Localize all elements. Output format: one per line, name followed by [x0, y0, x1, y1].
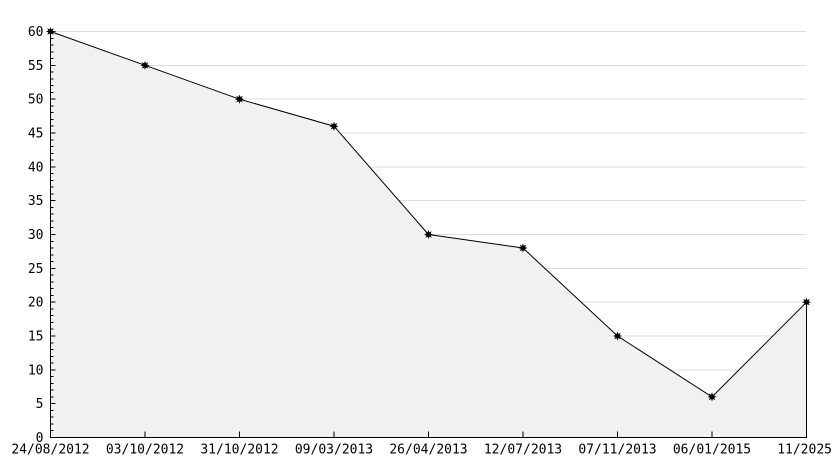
x-tick-label: 06/01/2015 — [673, 443, 751, 458]
y-tick-label: 55 — [28, 59, 44, 74]
x-tick-label: 31/10/2012 — [200, 443, 278, 458]
data-point-marker — [801, 297, 812, 307]
y-tick-label: 5 — [36, 397, 44, 412]
x-tick-label: 11/2025 — [777, 443, 832, 458]
y-tick-label: 0 — [36, 431, 44, 446]
x-tick-label: 07/11/2013 — [578, 443, 656, 458]
y-tick-label: 40 — [28, 160, 44, 175]
data-point-marker — [518, 243, 528, 253]
data-point-marker — [329, 121, 339, 131]
y-tick-label: 10 — [28, 363, 44, 378]
y-tick-label: 35 — [28, 194, 44, 209]
data-point-marker — [234, 94, 245, 104]
x-tick-label: 03/10/2012 — [106, 443, 184, 458]
y-tick-label: 15 — [28, 330, 44, 345]
y-tick-label: 25 — [28, 262, 44, 277]
data-point-marker — [423, 229, 434, 240]
x-tick-label: 09/03/2013 — [295, 443, 373, 458]
x-tick-label: 24/08/2012 — [11, 443, 89, 458]
y-tick-label: 20 — [28, 296, 44, 311]
y-tick-label: 30 — [28, 228, 44, 243]
x-tick-label: 12/07/2013 — [484, 443, 562, 458]
y-tick-label: 50 — [28, 93, 44, 108]
data-point-marker — [140, 60, 150, 70]
x-tick-label: 26/04/2013 — [389, 443, 467, 458]
y-tick-label: 60 — [28, 25, 44, 40]
data-point-marker — [612, 331, 623, 341]
data-point-marker — [707, 392, 717, 402]
y-tick-label: 45 — [28, 127, 44, 142]
